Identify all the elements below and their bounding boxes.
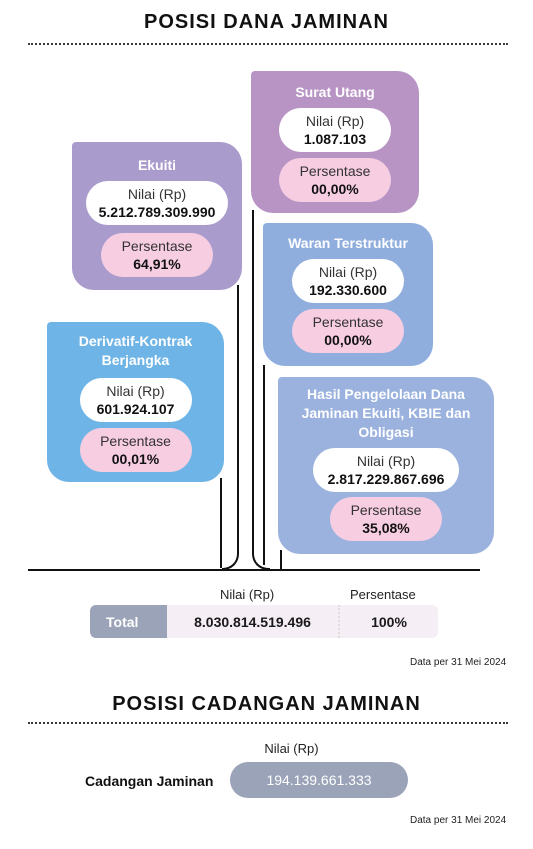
nilai-label: Nilai (Rp) [305,113,365,129]
persen-label: Persentase [299,163,371,179]
persen-pill: Persentase 00,00% [279,158,391,202]
card-title: Surat Utang [295,84,375,100]
card-title-line: Derivatif-Kontrak [78,333,193,349]
persen-label: Persentase [350,502,422,518]
nilai-label: Nilai (Rp) [106,383,165,399]
persen-value: 00,00% [324,332,372,348]
data-date-note: Data per 31 Mei 2024 [410,815,507,826]
total-bar: Total 8.030.814.519.496 100% [90,605,438,638]
tree-line-left [222,285,239,570]
card-title: Waran Terstruktur [288,235,408,251]
card-title-line: Hasil Pengelolaan Dana [307,386,465,402]
dana-title: POSISI DANA JAMINAN [144,11,389,33]
total-label: Total [90,605,167,638]
total-header-persen: Persentase [350,587,416,602]
cadangan-header-nilai: Nilai (Rp) [264,741,319,756]
persen-pill: Persentase 64,91% [101,233,213,277]
nilai-pill: Nilai (Rp) 192.330.600 [292,259,404,303]
card-title: Derivatif-Kontrak Berjangka [79,332,193,370]
nilai-label: Nilai (Rp) [356,453,416,469]
ground-line [28,569,480,571]
nilai-value: 601.924.107 [96,401,175,417]
tree-line-left-inner [220,478,222,568]
total-persen: 100% [338,605,438,638]
nilai-pill: Nilai (Rp) 601.924.107 [79,378,192,422]
card-title: Hasil Pengelolaan Dana Jaminan Ekuiti, K… [302,385,471,442]
persen-pill: Persentase 35,08% [330,497,442,541]
card-derivatif-kontrak: Derivatif-Kontrak Berjangka Nilai (Rp) 6… [47,322,224,482]
cadangan-title: POSISI CADANGAN JAMINAN [112,693,421,715]
nilai-pill: Nilai (Rp) 2.817.229.867.696 [313,448,459,492]
total-nilai: 8.030.814.519.496 [167,605,338,638]
card-ekuiti: Ekuiti Nilai (Rp) 5.212.789.309.990 Pers… [72,142,242,290]
tree-line-right-inner-2 [280,550,282,570]
persen-value: 64,91% [133,256,181,272]
data-date-note: Data per 31 Mei 2024 [410,657,507,668]
nilai-value: 2.817.229.867.696 [327,471,445,487]
title-divider [28,43,508,45]
title-divider [28,722,508,724]
nilai-pill: Nilai (Rp) 1.087.103 [279,108,391,152]
persen-pill: Persentase 00,01% [79,428,192,472]
nilai-value: 5.212.789.309.990 [98,204,216,220]
persen-pill: Persentase 00,00% [292,309,404,353]
cadangan-value-pill: 194.139.661.333 [230,762,408,798]
card-title-line: Obligasi [358,424,414,440]
persen-value: 00,00% [311,181,359,197]
nilai-label: Nilai (Rp) [127,186,187,202]
card-waran-terstruktur: Waran Terstruktur Nilai (Rp) 192.330.600… [263,223,433,366]
card-title: Ekuiti [137,157,177,173]
nilai-value: 192.330.600 [309,282,387,298]
nilai-pill: Nilai (Rp) 5.212.789.309.990 [86,181,228,225]
persen-label: Persentase [121,238,193,254]
total-header-nilai: Nilai (Rp) [220,587,275,602]
persen-value: 00,01% [111,451,160,467]
cadangan-label: Cadangan Jaminan [85,773,214,789]
card-title-line: Berjangka [101,352,170,368]
persen-label: Persentase [312,314,384,330]
card-hasil-pengelolaan: Hasil Pengelolaan Dana Jaminan Ekuiti, K… [278,377,494,554]
nilai-label: Nilai (Rp) [318,264,378,280]
nilai-value: 1.087.103 [303,131,367,147]
tree-line-right-inner [263,365,265,565]
card-title-line: Jaminan Ekuiti, KBIE dan [301,405,471,421]
persen-value: 35,08% [362,520,410,536]
card-surat-utang: Surat Utang Nilai (Rp) 1.087.103 Persent… [251,71,419,213]
persen-label: Persentase [100,433,171,449]
